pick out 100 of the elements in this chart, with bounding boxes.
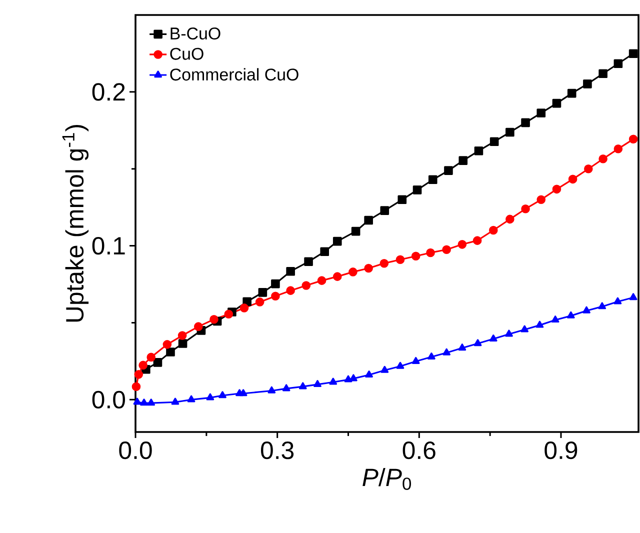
- x-axis-title: P/P$_{0}$: [362, 468, 411, 490]
- point: [398, 195, 407, 204]
- point: [614, 297, 622, 304]
- y-tick-label: 0.2: [92, 83, 125, 101]
- x-tick-label: 0.6: [402, 442, 436, 460]
- point: [521, 118, 530, 128]
- y-tick-label: 0.0: [92, 390, 126, 408]
- point: [520, 325, 528, 332]
- point: [628, 49, 638, 58]
- point: [444, 166, 453, 175]
- point: [140, 398, 148, 406]
- point: [506, 128, 514, 137]
- point: [134, 370, 144, 379]
- point: [317, 276, 326, 285]
- point: [162, 340, 172, 349]
- point: [505, 330, 513, 337]
- point: [426, 248, 435, 258]
- point: [286, 286, 295, 295]
- point: [568, 174, 578, 184]
- point: [206, 393, 214, 400]
- point: [566, 311, 575, 318]
- point: [132, 382, 141, 391]
- legend-label: Commercial CuO: [170, 68, 298, 81]
- point: [133, 398, 142, 405]
- point: [380, 206, 390, 215]
- point: [255, 298, 264, 306]
- legend-label: B-CuO: [170, 28, 220, 40]
- point: [329, 378, 338, 385]
- point: [147, 398, 156, 406]
- point: [396, 255, 405, 264]
- point: [218, 391, 226, 398]
- point: [224, 310, 234, 319]
- point: [567, 88, 576, 98]
- point: [428, 352, 436, 360]
- point: [474, 146, 484, 156]
- point: [171, 398, 180, 405]
- point: [551, 316, 560, 323]
- point: [298, 382, 307, 390]
- point: [153, 358, 162, 367]
- point: [194, 322, 203, 331]
- point: [458, 240, 467, 249]
- point: [332, 272, 342, 281]
- point: [412, 186, 422, 194]
- point: [521, 204, 530, 214]
- point: [178, 339, 188, 348]
- point: [583, 80, 592, 88]
- point: [350, 374, 358, 382]
- point: [536, 320, 544, 328]
- point: [380, 366, 389, 373]
- point: [428, 175, 438, 184]
- point: [344, 375, 352, 382]
- point: [598, 69, 608, 78]
- point: [364, 264, 373, 273]
- point: [598, 302, 606, 310]
- point: [584, 164, 593, 174]
- point: [320, 247, 330, 256]
- point: [489, 334, 498, 342]
- point: [506, 214, 514, 224]
- point: [365, 370, 373, 378]
- point: [582, 306, 590, 314]
- point: [412, 356, 420, 364]
- point: [146, 352, 156, 362]
- point: [268, 386, 276, 394]
- point: [552, 184, 562, 194]
- y-tick-label: 0.1: [92, 236, 125, 255]
- x-tick-label: 0.9: [544, 442, 578, 460]
- point: [314, 380, 322, 388]
- point: [442, 245, 451, 254]
- point: [488, 226, 498, 235]
- point: [271, 279, 280, 288]
- point: [282, 384, 290, 392]
- point: [536, 108, 546, 118]
- point: [598, 154, 608, 164]
- point: [302, 281, 311, 290]
- point: [552, 98, 562, 108]
- point: [536, 195, 546, 204]
- x-tick-label: 0.3: [260, 442, 294, 460]
- point: [472, 236, 482, 245]
- point: [442, 348, 450, 356]
- point: [348, 268, 358, 276]
- x-tick-label: 0.0: [119, 442, 152, 460]
- point: [239, 389, 248, 396]
- point: [380, 258, 389, 268]
- point: [474, 339, 482, 346]
- point: [396, 362, 404, 369]
- point: [271, 292, 280, 301]
- point: [351, 226, 360, 236]
- point: [411, 252, 420, 261]
- point: [458, 156, 468, 165]
- point: [628, 134, 638, 144]
- point: [614, 144, 623, 154]
- point: [286, 266, 295, 276]
- point: [614, 59, 623, 68]
- point: [364, 216, 373, 225]
- point: [629, 293, 638, 300]
- y-axis-title: Uptake (mmol g$^{-1}$): [62, 124, 89, 322]
- point: [332, 236, 342, 246]
- point: [240, 304, 249, 312]
- point: [178, 331, 187, 340]
- legend-label: CuO: [170, 48, 204, 60]
